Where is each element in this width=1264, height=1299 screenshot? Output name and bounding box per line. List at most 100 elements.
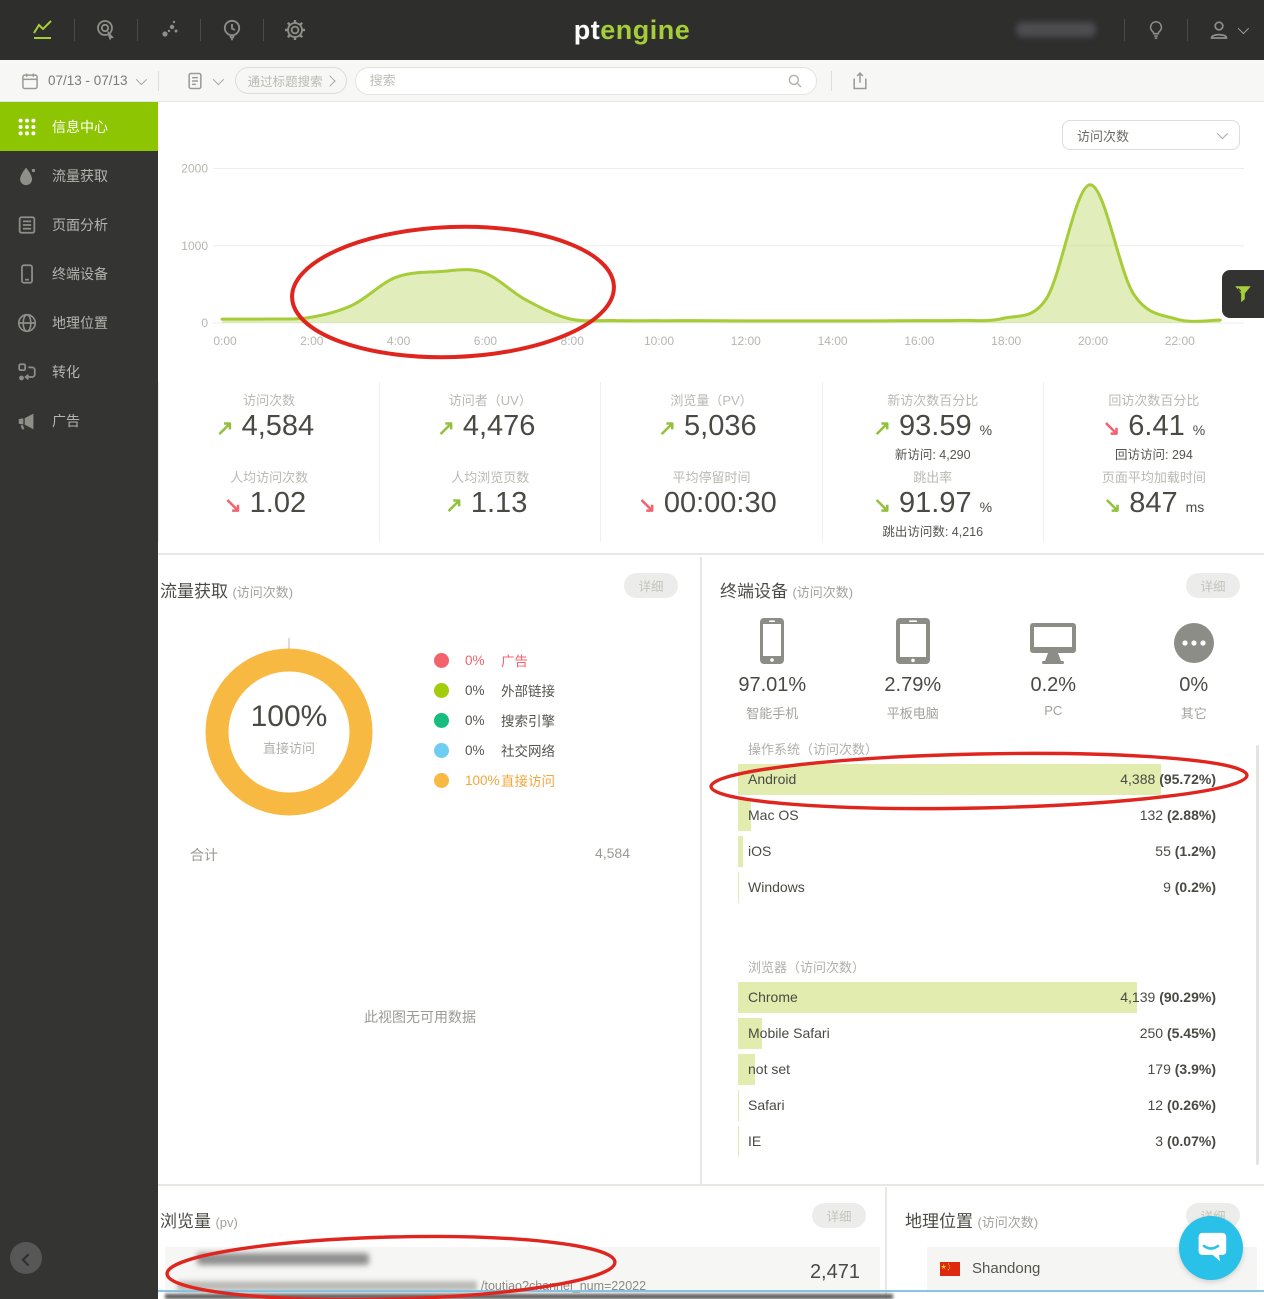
event-dots-icon[interactable]: [150, 11, 188, 49]
kpi-cell[interactable]: 浏览量（PV） ↗ 5,036: [601, 382, 821, 459]
kpi-label: 跳出率: [913, 470, 953, 485]
kpi-cell[interactable]: 平均停留时间 ↘ 00:00:30: [601, 459, 821, 536]
panel-subtitle: (pv): [215, 1215, 238, 1230]
kpi-subtext: 新访问: 4,290: [894, 448, 971, 462]
svg-text:2000: 2000: [181, 162, 208, 176]
title-search-mode-pill[interactable]: 通过标题搜索: [234, 67, 347, 94]
browser-row[interactable]: Safari 12 (0.26%): [738, 1088, 1216, 1124]
divider: [74, 19, 75, 41]
device-type-tablet[interactable]: 2.79% 平板电脑: [843, 609, 983, 722]
browser-row[interactable]: not set 179 (3.9%): [738, 1052, 1216, 1088]
traffic-legend: 0% 广告 0% 外部链接 0% 搜索引擎 0%: [434, 645, 555, 795]
kpi-cell[interactable]: 新访次数百分比 ↗ 93.59% 新访问: 4,290: [823, 382, 1043, 462]
kpi-cell[interactable]: 访问次数 ↗ 4,584: [159, 382, 379, 459]
tablet-icon: [843, 609, 983, 665]
kpi-column: 新访次数百分比 ↗ 93.59% 新访问: 4,290 跳出率 ↘ 91.97% 跳…: [821, 382, 1043, 542]
sidebar-item-label: 页面分析: [52, 216, 108, 233]
metric-select[interactable]: 访问次数: [1062, 120, 1240, 150]
support-chat-button[interactable]: [1179, 1216, 1243, 1280]
kpi-label: 人均浏览页数: [451, 470, 530, 485]
kpi-cell[interactable]: 页面平均加载时间 ↘ 847 ms: [1044, 459, 1264, 536]
legend-label: 搜索引擎: [501, 714, 555, 729]
pageviews-panel: 浏览量 (pv) 详细 /toutiao?channel_num=22022 2…: [158, 1187, 885, 1299]
search-field: [354, 66, 817, 95]
legend-item[interactable]: 0% 搜索引擎: [434, 705, 555, 735]
svg-text:2:00: 2:00: [300, 334, 324, 348]
sidebar-item-pages[interactable]: 页面分析: [0, 200, 158, 249]
report-type-picker[interactable]: [185, 71, 224, 91]
svg-text:8:00: 8:00: [561, 334, 585, 348]
realtime-clock-icon[interactable]: [213, 11, 251, 49]
kpi-cell[interactable]: 访问者（UV） ↗ 4,476: [380, 382, 600, 459]
trend-arrow-icon: ↘: [873, 494, 891, 517]
sidebar-item-dashboard[interactable]: 信息中心: [0, 102, 158, 151]
svg-text:0: 0: [201, 316, 208, 330]
collapse-sidebar-button[interactable]: [10, 1242, 42, 1274]
date-range-picker[interactable]: 07/13 - 07/13: [20, 71, 147, 91]
kpi-label: 页面平均加载时间: [1101, 470, 1206, 485]
device-label: 其它: [1180, 706, 1207, 721]
trend-arrow-icon: ↘: [1102, 417, 1121, 440]
os-row[interactable]: iOS 55 (1.2%): [738, 834, 1216, 870]
idea-bulb-icon[interactable]: [1137, 11, 1175, 49]
sidebar-item-label: 信息中心: [52, 118, 108, 135]
browser-bar: [738, 1018, 763, 1049]
settings-gear-icon[interactable]: [276, 11, 314, 49]
kpi-value: ↗ 4,584: [216, 410, 315, 442]
traffic-donut-chart[interactable]: 100% 直接访问: [193, 632, 385, 824]
sidebar-item-label: 广告: [52, 412, 80, 429]
os-row[interactable]: Android 4,388 (95.72%): [738, 762, 1216, 798]
svg-text:16:00: 16:00: [904, 334, 934, 348]
device-type-smartphone[interactable]: 97.01% 智能手机: [702, 609, 842, 722]
sidebar-item-devices[interactable]: 终端设备: [0, 249, 158, 298]
kpi-column: 回访次数百分比 ↘ 6.41% 回访访问: 294 页面平均加载时间 ↘ 847 ms: [1042, 382, 1264, 542]
browser-row[interactable]: Chrome 4,139 (90.29%): [738, 980, 1216, 1016]
sidebar-item-traffic[interactable]: 流量获取: [0, 151, 158, 200]
detail-button[interactable]: 详细: [812, 1203, 866, 1228]
device-type-pc[interactable]: 0.2% PC: [983, 609, 1123, 722]
sidebar-item-conversion[interactable]: 转化: [0, 347, 158, 396]
panel-header: 流量获取 (访问次数): [160, 577, 293, 602]
date-range-label: 07/13 - 07/13: [48, 73, 128, 88]
kpi-cell[interactable]: 人均浏览页数 ↗ 1.13: [380, 459, 600, 536]
legend-item[interactable]: 0% 社交网络: [434, 735, 555, 765]
detail-button[interactable]: 详细: [624, 573, 678, 598]
filter-button[interactable]: [1222, 270, 1264, 318]
kpi-cell[interactable]: 回访次数百分比 ↘ 6.41% 回访访问: 294: [1044, 382, 1264, 462]
legend-item[interactable]: 0% 广告: [434, 645, 555, 675]
legend-item[interactable]: 0% 外部链接: [434, 675, 555, 705]
sidebar-item-ads[interactable]: 广告: [0, 396, 158, 445]
china-flag-icon: [940, 1261, 960, 1276]
os-row[interactable]: Windows 9 (0.2%): [738, 870, 1216, 906]
devices-panel: 终端设备 (访问次数) 详细 97.01% 智能手机 2.79% 平板电脑: [702, 557, 1264, 1184]
browser-row[interactable]: Mobile Safari 250 (5.45%): [738, 1016, 1216, 1052]
search-icon[interactable]: [786, 72, 804, 90]
search-input[interactable]: [355, 73, 786, 88]
kpi-value: ↗ 93.59%: [873, 410, 993, 442]
sidebar-item-geo[interactable]: 地理位置: [0, 298, 158, 347]
trend-chart-icon[interactable]: [24, 11, 62, 49]
kpi-label: 访问次数: [243, 393, 296, 408]
export-share-icon[interactable]: [850, 71, 870, 91]
pageview-count: 2,471: [809, 1261, 860, 1283]
heatmap-click-icon[interactable]: [87, 11, 125, 49]
pages-icon: [16, 213, 42, 237]
kpi-value: ↘ 00:00:30: [638, 487, 777, 519]
kpi-cell[interactable]: 跳出率 ↘ 91.97% 跳出访问数: 4,216: [823, 459, 1043, 539]
conversion-icon: [16, 360, 42, 384]
browser-row[interactable]: IE 3 (0.07%): [738, 1124, 1216, 1160]
svg-text:10:00: 10:00: [644, 334, 674, 348]
trend-chart-panel: 访问次数 0 1000 2000 0:00 2:00 4:00 6:00 8:00 10:00 1…: [158, 102, 1264, 382]
scrollbar[interactable]: [1256, 745, 1259, 1165]
panel-title: 浏览量: [160, 1212, 211, 1231]
legend-item[interactable]: 100% 直接访问: [434, 765, 555, 795]
account-person-icon[interactable]: [1200, 11, 1238, 49]
device-percent: 0.2%: [1030, 674, 1077, 696]
trend-area-chart[interactable]: 0 1000 2000 0:00 2:00 4:00 6:00 8:00 10:00 12:00 1…: [158, 142, 1264, 360]
device-type-other[interactable]: 0% 其它: [1124, 609, 1264, 722]
os-row[interactable]: Mac OS 132 (2.88%): [738, 798, 1216, 834]
detail-button[interactable]: 详细: [1186, 573, 1240, 598]
divider: [700, 557, 702, 1184]
kpi-cell[interactable]: 人均访问次数 ↘ 1.02: [159, 459, 379, 536]
svg-text:0:00: 0:00: [213, 334, 237, 348]
